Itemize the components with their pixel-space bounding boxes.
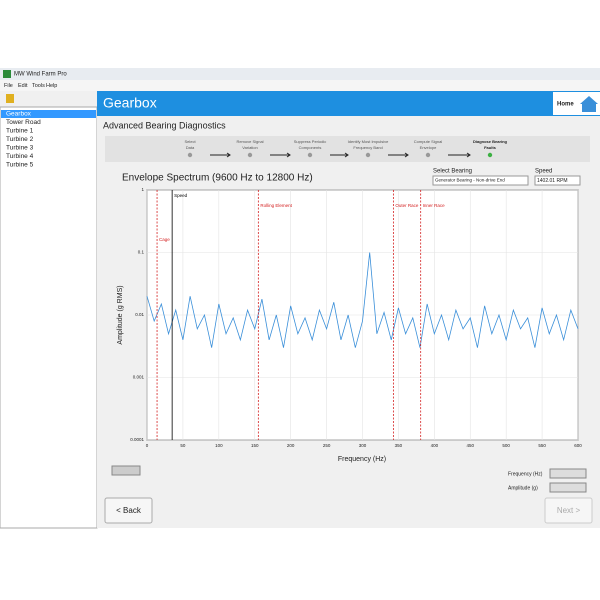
x-tick-label: 350 — [395, 443, 403, 448]
tree-item[interactable]: Gearbox — [6, 111, 32, 118]
step-label: Data — [186, 145, 195, 150]
step-label: Diagnose Bearing — [473, 139, 508, 144]
step-dot — [187, 152, 193, 158]
fault-marker-label: Cage — [159, 237, 170, 242]
step-arrow — [330, 152, 349, 158]
fault-marker-label: Inner Race — [423, 203, 446, 208]
menu-item[interactable]: Help — [46, 83, 57, 89]
header-bar — [97, 91, 600, 116]
x-tick-label: 150 — [251, 443, 259, 448]
x-tick-label: 600 — [574, 443, 582, 448]
tree-item[interactable]: Turbine 2 — [6, 136, 34, 143]
y-axis-label: Amplitude (g RMS) — [117, 285, 124, 344]
tree-item[interactable]: Turbine 3 — [6, 145, 34, 152]
step-dot — [247, 152, 253, 158]
bearing-value: Generator Bearing - Non-drive End — [435, 178, 505, 183]
tree-item[interactable]: Turbine 5 — [6, 162, 34, 169]
x-tick-label: 250 — [323, 443, 331, 448]
next-button[interactable] — [544, 497, 593, 524]
speed-box — [534, 175, 581, 186]
header-title: Gearbox — [103, 95, 157, 111]
step-label: Components — [299, 145, 322, 150]
y-tick-label: 0.0001 — [130, 437, 144, 442]
x-tick-label: 500 — [502, 443, 510, 448]
window-title: MW Wind Farm Pro — [14, 72, 67, 78]
app-icon — [3, 70, 11, 78]
back-label: < Back — [116, 506, 142, 515]
menu-bar — [0, 80, 600, 91]
step-arrow — [210, 152, 231, 158]
home-icon — [580, 96, 598, 112]
y-tick-label: 0.01 — [135, 312, 144, 317]
next-label: Next > — [557, 506, 581, 515]
fault-marker-label: Speed — [174, 193, 188, 198]
menu-item[interactable]: File — [4, 83, 13, 89]
tree-item[interactable]: Turbine 4 — [6, 153, 34, 160]
spectrum-line — [146, 252, 579, 348]
step-label: Select — [184, 139, 196, 144]
step-arrow — [388, 152, 409, 158]
page-title: Advanced Bearing Diagnostics — [103, 120, 226, 130]
step-label: Envelope — [420, 145, 437, 150]
toolbar — [0, 91, 97, 107]
frequency-control[interactable] — [549, 468, 587, 479]
step-label: Frequency Band — [353, 145, 382, 150]
menu-item[interactable]: Tools — [32, 83, 45, 89]
step-dot — [487, 152, 493, 158]
bearing-dropdown[interactable] — [432, 175, 529, 186]
x-tick-label: 0 — [146, 443, 149, 448]
tree-panel — [0, 106, 98, 529]
menu-item[interactable]: Edit — [18, 83, 28, 89]
speed-value: 1402.01 RPM — [537, 178, 568, 184]
x-tick-label: 50 — [180, 443, 186, 448]
tree-item[interactable]: Turbine 1 — [6, 128, 34, 135]
step-arrow — [270, 152, 291, 158]
home-label: Home — [557, 102, 574, 108]
zoom-control[interactable] — [111, 465, 141, 476]
bearing-label: Select Bearing — [433, 169, 472, 175]
frequency-label: Frequency (Hz) — [508, 471, 543, 477]
step-arrow — [448, 152, 471, 158]
step-dot — [365, 152, 371, 158]
x-tick-label: 200 — [287, 443, 295, 448]
y-tick-label: 0.001 — [133, 375, 145, 380]
x-tick-label: 550 — [538, 443, 546, 448]
y-tick-label: 1 — [141, 187, 144, 192]
step-label: Suppress Periodic — [294, 139, 326, 144]
chart-title: Envelope Spectrum (9600 Hz to 12800 Hz) — [122, 173, 313, 184]
x-tick-label: 300 — [359, 443, 367, 448]
lock-icon[interactable] — [6, 94, 14, 103]
x-tick-label: 100 — [215, 443, 223, 448]
y-tick-label: 0.1 — [138, 250, 145, 255]
step-dot — [307, 152, 313, 158]
step-label: Variation — [242, 145, 258, 150]
title-bar — [0, 68, 600, 80]
step-label: Faults — [484, 145, 497, 150]
tree-item[interactable]: Tower Road — [6, 119, 41, 126]
back-button[interactable] — [104, 497, 153, 524]
x-tick-label: 400 — [431, 443, 439, 448]
step-label: Compute Signal — [414, 139, 443, 144]
step-dot — [425, 152, 431, 158]
x-tick-label: 450 — [466, 443, 474, 448]
tree-selection — [1, 110, 96, 118]
fault-marker-label: Outer Race — [395, 203, 419, 208]
x-axis-label: Frequency (Hz) — [338, 456, 386, 463]
step-label: Identify Most Impulsive — [348, 139, 389, 144]
steps-bar — [105, 136, 590, 162]
fault-marker-label: Rolling Element — [260, 203, 292, 208]
step-label: Remove Signal — [236, 139, 263, 144]
amplitude-label: Amplitude (g) — [508, 485, 538, 491]
speed-label: Speed — [535, 169, 552, 175]
amplitude-control[interactable] — [549, 482, 587, 493]
